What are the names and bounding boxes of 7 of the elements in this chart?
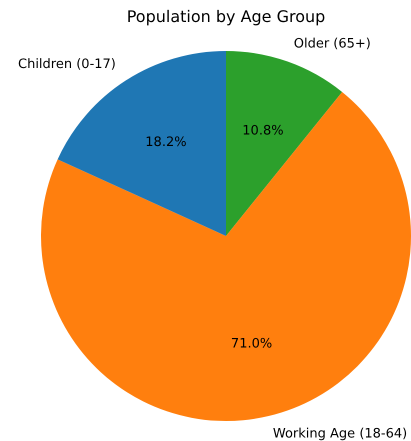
- data-label: 71.0%: [230, 336, 272, 352]
- slice-label: Children (0-17): [18, 57, 116, 72]
- data-label: 10.8%: [242, 124, 284, 139]
- slice-label: Working Age (18-64): [272, 426, 408, 441]
- data-label: 18.2%: [145, 135, 187, 150]
- slice-label: Older (65+): [294, 36, 371, 52]
- chart-title: Population by Age Group: [126, 7, 326, 26]
